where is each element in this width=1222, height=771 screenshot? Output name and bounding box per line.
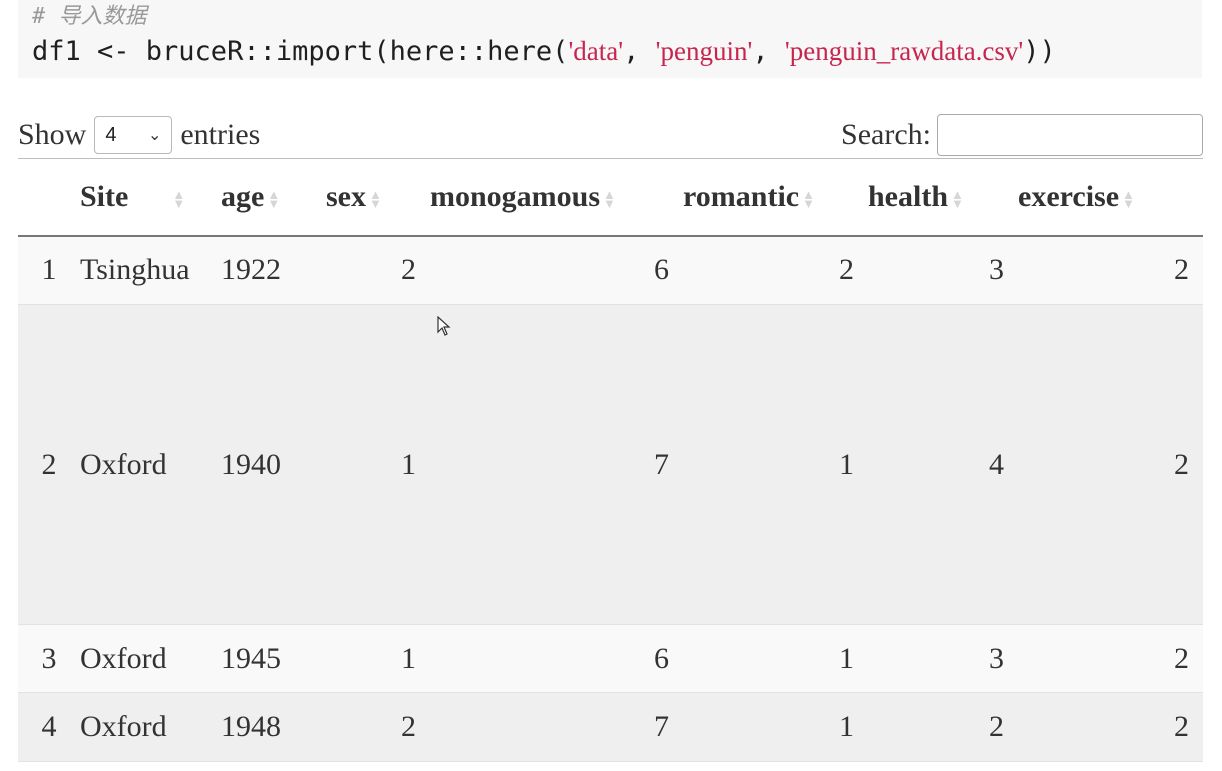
romantic-cell: 1 (683, 624, 868, 693)
code-chunk: # 导入数据 df1 <- bruceR::import(here::here(… (18, 0, 1202, 78)
show-label: Show (18, 118, 87, 151)
code-separator: , (752, 36, 785, 67)
health-cell: 4 (868, 304, 1018, 625)
sort-both-icon: ▲ ▼ (172, 186, 186, 211)
site-cell: Oxford (80, 692, 221, 762)
age-cell: 1948 (221, 692, 326, 762)
monogamous-cell: 6 (430, 235, 683, 305)
column-header-monogamous[interactable]: monogamous ▲ ▼ (430, 158, 683, 236)
search-control: Search: (841, 112, 1203, 158)
age-cell: 1940 (221, 304, 326, 625)
column-header-age[interactable]: age ▲ ▼ (221, 158, 326, 236)
entries-label: entries (180, 118, 261, 151)
table-row: 4 Oxford 1948 2 7 1 2 2 (18, 692, 1203, 762)
site-cell: Oxford (80, 304, 221, 625)
exercise-cell: 2 (1018, 304, 1203, 625)
sort-both-icon: ▲ ▼ (603, 186, 616, 211)
table-row: 3 Oxford 1945 1 6 1 3 2 (18, 624, 1203, 693)
code-string-filename: 'penguin_rawdata.csv' (784, 36, 1024, 66)
table-row: 2 Oxford 1940 1 7 1 4 2 (18, 304, 1203, 625)
sex-cell: 2 (326, 235, 430, 305)
romantic-cell: 1 (683, 304, 868, 625)
length-control: Show 4 ⌄ entries (18, 112, 260, 158)
sort-both-icon: ▲ ▼ (951, 186, 964, 211)
age-cell: 1945 (221, 624, 326, 693)
row-index-cell: 2 (18, 304, 80, 625)
sex-cell: 1 (326, 624, 430, 693)
site-cell: Oxford (80, 624, 221, 693)
data-table: Site ▲ ▼ age ▲ ▼ sex ▲ ▼ monogamous ▲ ▼ romantic… (18, 158, 1203, 762)
sex-cell: 1 (326, 304, 430, 625)
sort-both-icon: ▲ ▼ (1122, 186, 1135, 211)
code-prefix: df1 <- bruceR::import(here::here( (32, 36, 569, 67)
entries-select[interactable]: 4 ⌄ (94, 116, 173, 154)
health-cell: 3 (868, 235, 1018, 305)
code-line: df1 <- bruceR::import(here::here('data',… (32, 32, 1188, 71)
sort-both-icon: ▲ ▼ (267, 186, 281, 211)
exercise-cell: 2 (1018, 624, 1203, 693)
row-index-cell: 1 (18, 235, 80, 305)
monogamous-cell: 6 (430, 624, 683, 693)
column-header-site[interactable]: Site ▲ ▼ (80, 158, 221, 236)
age-cell: 1922 (221, 235, 326, 305)
health-cell: 3 (868, 624, 1018, 693)
sex-cell: 2 (326, 692, 430, 762)
romantic-cell: 1 (683, 692, 868, 762)
column-header-health[interactable]: health ▲ ▼ (868, 158, 1018, 236)
row-index-cell: 4 (18, 692, 80, 762)
code-string-penguin: 'penguin' (655, 36, 753, 66)
column-header-romantic[interactable]: romantic ▲ ▼ (683, 158, 868, 236)
health-cell: 2 (868, 692, 1018, 762)
sort-both-icon: ▲ ▼ (369, 186, 382, 211)
code-suffix: )) (1023, 36, 1056, 67)
site-cell: Tsinghua (80, 235, 221, 305)
code-comment: # 导入数据 (32, 4, 147, 29)
table-controls: Show 4 ⌄ entries Search: (18, 112, 1203, 158)
search-input[interactable] (937, 114, 1203, 156)
exercise-cell: 2 (1018, 692, 1203, 762)
search-label: Search: (841, 118, 931, 151)
column-header-sex[interactable]: sex ▲ ▼ (326, 158, 430, 236)
entries-select-value: 4 (105, 123, 117, 146)
mouse-pointer-icon (437, 316, 451, 336)
monogamous-cell: 7 (430, 692, 683, 762)
row-index-cell: 3 (18, 624, 80, 693)
table-row: 1 Tsinghua 1922 2 6 2 3 2 (18, 235, 1203, 305)
column-header-index (18, 158, 80, 236)
monogamous-cell: 7 (430, 304, 683, 625)
exercise-cell: 2 (1018, 235, 1203, 305)
chevron-down-icon: ⌄ (147, 127, 162, 144)
code-separator: , (623, 36, 656, 67)
romantic-cell: 2 (683, 235, 868, 305)
sort-both-icon: ▲ ▼ (802, 186, 815, 211)
table-header-row: Site ▲ ▼ age ▲ ▼ sex ▲ ▼ monogamous ▲ ▼ romantic… (18, 158, 1203, 236)
code-string-data: 'data' (568, 36, 624, 66)
column-header-exercise[interactable]: exercise ▲ ▼ (1018, 158, 1203, 236)
